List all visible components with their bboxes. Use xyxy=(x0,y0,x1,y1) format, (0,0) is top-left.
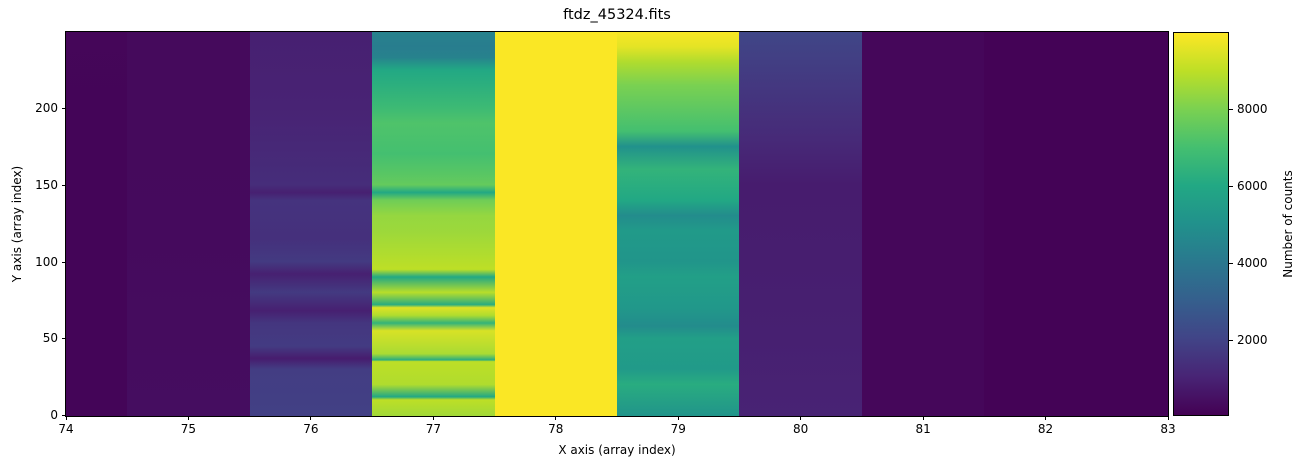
heatmap-column-80 xyxy=(739,32,862,416)
x-axis-label: X axis (array index) xyxy=(558,443,676,457)
colorbar-tick-mark xyxy=(1229,340,1233,342)
x-tick-label: 76 xyxy=(303,422,319,436)
heatmap-column-81 xyxy=(861,32,985,416)
chart-title: ftdz_45324.fits xyxy=(563,7,671,23)
x-tick-label: 74 xyxy=(58,422,74,436)
x-tick-mark xyxy=(310,416,312,420)
x-tick-label: 77 xyxy=(425,422,441,436)
heatmap-column-83 xyxy=(1106,32,1168,416)
y-tick-label: 100 xyxy=(35,254,58,269)
heatmap-column-78 xyxy=(494,32,617,416)
y-tick-mark xyxy=(62,415,66,417)
heatmap-plot-area xyxy=(66,32,1168,416)
colorbar-tick-label: 4000 xyxy=(1237,255,1268,270)
colorbar-tick-label: 8000 xyxy=(1237,101,1268,116)
colorbar-tick-mark xyxy=(1229,262,1233,264)
x-tick-label: 81 xyxy=(915,422,931,436)
y-tick-label: 150 xyxy=(35,177,58,192)
x-tick-mark xyxy=(800,416,802,420)
x-tick-label: 78 xyxy=(548,422,564,436)
y-tick-mark xyxy=(62,261,66,263)
colorbar-tick-mark xyxy=(1229,108,1233,110)
x-tick-label: 82 xyxy=(1037,422,1054,436)
colorbar-tick-mark xyxy=(1229,185,1233,187)
heatmap-column-79 xyxy=(617,32,740,416)
heatmap-column-82 xyxy=(984,32,1107,416)
x-tick-mark xyxy=(677,416,679,420)
y-axis-label: Y axis (array index) xyxy=(10,165,24,283)
colorbar-tick-label: 2000 xyxy=(1237,333,1268,348)
x-tick-mark xyxy=(187,416,189,420)
colorbar-label: Number of counts xyxy=(1281,170,1295,278)
x-tick-mark xyxy=(432,416,434,420)
y-tick-label: 50 xyxy=(42,331,58,346)
x-tick-mark xyxy=(1045,416,1047,420)
y-tick-mark xyxy=(62,108,66,110)
x-tick-label: 83 xyxy=(1160,422,1176,436)
y-tick-label: 0 xyxy=(50,408,58,423)
y-tick-mark xyxy=(62,184,66,186)
x-tick-mark xyxy=(1167,416,1169,420)
heatmap-column-76 xyxy=(249,32,373,416)
y-tick-mark xyxy=(62,338,66,340)
colorbar xyxy=(1173,32,1229,416)
x-tick-label: 80 xyxy=(793,422,809,436)
heatmap-column-74 xyxy=(66,32,128,416)
heatmap-column-75 xyxy=(127,32,250,416)
y-tick-label: 200 xyxy=(35,101,58,116)
x-tick-label: 79 xyxy=(670,422,686,436)
x-tick-mark xyxy=(555,416,557,420)
x-tick-label: 75 xyxy=(180,422,197,436)
colorbar-tick-label: 6000 xyxy=(1237,178,1268,193)
x-tick-mark xyxy=(65,416,67,420)
x-tick-mark xyxy=(922,416,924,420)
heatmap-column-77 xyxy=(372,32,495,416)
